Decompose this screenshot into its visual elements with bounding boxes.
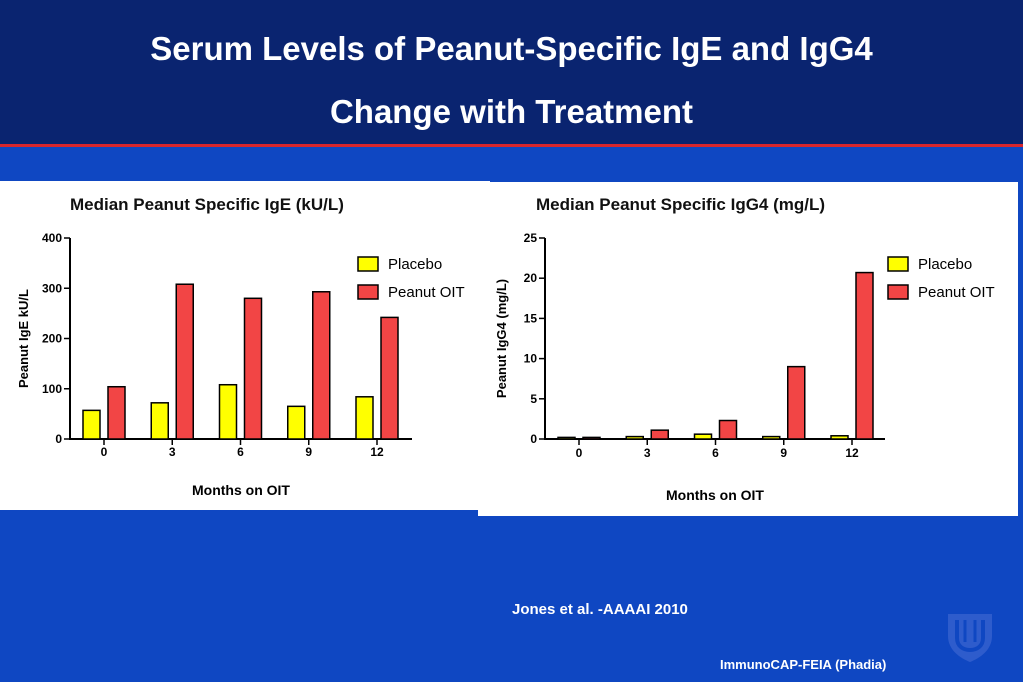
igg4-bar-placebo	[557, 436, 576, 440]
ige-y-tick-label: 300	[42, 281, 62, 295]
igg4-legend-label-peanut-oit: Peanut OIT	[918, 284, 995, 301]
ige-bar-placebo	[355, 396, 374, 440]
ige-bar-placebo	[82, 409, 101, 440]
igg4-y-tick-label: 5	[530, 392, 537, 406]
ige-chart-title: Median Peanut Specific IgE (kU/L)	[70, 195, 344, 214]
igg4-bar-placebo	[693, 433, 713, 440]
ige-bar-placebo	[287, 405, 306, 440]
igg4-y-tick-label: 25	[524, 231, 538, 245]
slide-header	[0, 0, 1023, 144]
igg4-legend-label-placebo: Placebo	[918, 256, 972, 273]
igg4-bar-peanut-oit	[855, 271, 874, 440]
igg4-legend-swatch-peanut-oit	[887, 284, 909, 300]
igg4-chart-panel: Median Peanut Specific IgG4 (mg/L) 0 5 10 15…	[478, 182, 1018, 516]
igg4-x-tick-label: 9	[780, 446, 787, 460]
ige-legend-swatch-peanut-oit	[357, 284, 379, 300]
ige-bar-peanut-oit	[312, 291, 331, 440]
igg4-bar-placebo	[762, 435, 781, 440]
igg4-bar-peanut-oit	[787, 365, 806, 440]
igg4-chart-title: Median Peanut Specific IgG4 (mg/L)	[536, 195, 825, 214]
ige-bar-peanut-oit	[107, 385, 126, 440]
igg4-x-tick-label: 6	[712, 446, 719, 460]
ige-legend-label-placebo: Placebo	[388, 256, 442, 273]
ige-x-axis-label: Months on OIT	[192, 482, 290, 498]
igg4-legend-swatch-placebo	[887, 256, 909, 272]
ige-x-tick-label: 6	[237, 445, 244, 459]
igg4-x-axis-label: Months on OIT	[666, 487, 764, 503]
ige-bar-peanut-oit	[380, 316, 399, 440]
igg4-bar-peanut-oit	[718, 419, 738, 440]
igg4-bar-peanut-oit	[582, 436, 601, 440]
ige-bar-peanut-oit	[175, 283, 194, 440]
ige-bar-placebo	[218, 383, 238, 440]
igg4-bar-placebo	[625, 435, 644, 440]
igg4-bar-peanut-oit	[650, 429, 669, 440]
igg4-y-tick-label: 20	[524, 271, 538, 285]
igg4-y-axis-label: Peanut IgG4 (mg/L)	[494, 279, 509, 398]
ige-y-tick-label: 0	[55, 432, 62, 446]
ige-x-tick-label: 9	[305, 445, 312, 459]
citation: Jones et al. -AAAAI 2010	[512, 601, 688, 618]
ige-chart: Median Peanut Specific IgE (kU/L) 0 100 200…	[16, 195, 465, 498]
ige-x-tick-label: 12	[370, 445, 384, 459]
ige-chart-panel: Median Peanut Specific IgE (kU/L) 0 100 200…	[0, 181, 490, 510]
ige-legend-swatch-placebo	[357, 256, 379, 272]
slide-title-line-1: Serum Levels of Peanut-Specific IgE and …	[150, 30, 873, 67]
slide-title-line-2: Change with Treatment	[329, 93, 694, 130]
ige-y-tick-label: 200	[42, 332, 62, 346]
ige-y-tick-label: 100	[42, 382, 62, 396]
igg4-x-tick-label: 0	[576, 446, 583, 460]
ige-x-tick-label: 3	[169, 445, 176, 459]
igg4-x-tick-label: 3	[644, 446, 651, 460]
ige-x-tick-label: 0	[101, 445, 108, 459]
igg4-bar-placebo	[830, 435, 849, 440]
ige-bar-placebo	[150, 402, 169, 440]
igg4-y-tick-label: 0	[530, 432, 537, 446]
ige-y-axis-label: Peanut IgE kU/L	[16, 289, 31, 388]
ige-legend-label-peanut-oit: Peanut OIT	[388, 284, 465, 301]
igg4-x-tick-label: 12	[845, 446, 859, 460]
igg4-y-tick-label: 10	[524, 352, 538, 366]
assay-footnote: ImmunoCAP-FEIA (Phadia)	[720, 657, 887, 672]
ige-bar-peanut-oit	[243, 297, 263, 440]
ige-y-tick-label: 400	[42, 231, 62, 245]
shield-logo-icon	[944, 612, 996, 669]
igg4-y-tick-label: 15	[524, 311, 538, 325]
header-divider	[0, 144, 1023, 147]
igg4-chart: Median Peanut Specific IgG4 (mg/L) 0 5 10 15…	[494, 195, 995, 503]
